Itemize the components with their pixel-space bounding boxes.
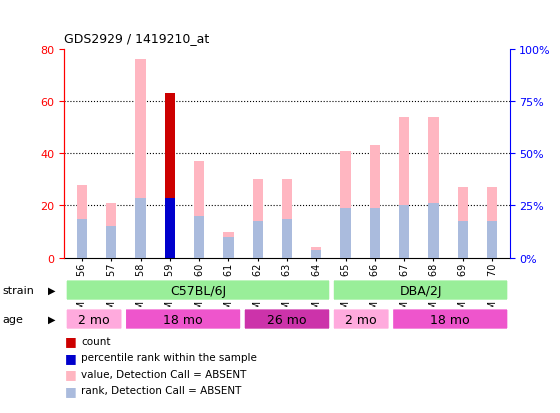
Bar bbox=[370, 209, 380, 258]
Text: count: count bbox=[81, 336, 111, 346]
Text: 18 mo: 18 mo bbox=[431, 313, 470, 326]
Bar bbox=[487, 188, 497, 258]
Text: ▶: ▶ bbox=[48, 285, 55, 295]
Bar bbox=[77, 219, 87, 258]
Bar bbox=[282, 180, 292, 258]
Bar bbox=[165, 198, 175, 258]
Text: rank, Detection Call = ABSENT: rank, Detection Call = ABSENT bbox=[81, 385, 241, 395]
Text: age: age bbox=[3, 314, 24, 324]
Text: ■: ■ bbox=[64, 334, 76, 347]
Bar bbox=[428, 117, 438, 258]
FancyBboxPatch shape bbox=[125, 308, 241, 330]
Bar bbox=[428, 203, 438, 258]
FancyBboxPatch shape bbox=[66, 308, 123, 330]
Bar bbox=[77, 185, 87, 258]
Bar bbox=[136, 60, 146, 258]
Bar bbox=[340, 209, 351, 258]
Text: percentile rank within the sample: percentile rank within the sample bbox=[81, 352, 257, 362]
Bar bbox=[458, 188, 468, 258]
Bar bbox=[165, 94, 175, 258]
Bar bbox=[399, 117, 409, 258]
Text: GDS2929 / 1419210_at: GDS2929 / 1419210_at bbox=[64, 32, 209, 45]
Text: ■: ■ bbox=[64, 351, 76, 364]
Bar bbox=[106, 227, 116, 258]
Bar bbox=[106, 203, 116, 258]
Text: DBA/2J: DBA/2J bbox=[399, 284, 442, 297]
Bar bbox=[370, 146, 380, 258]
Text: 2 mo: 2 mo bbox=[78, 313, 110, 326]
FancyBboxPatch shape bbox=[66, 279, 330, 301]
Text: value, Detection Call = ABSENT: value, Detection Call = ABSENT bbox=[81, 369, 246, 379]
Bar bbox=[487, 222, 497, 258]
Text: ▶: ▶ bbox=[48, 314, 55, 324]
Bar bbox=[282, 219, 292, 258]
Bar bbox=[194, 216, 204, 258]
Bar bbox=[223, 232, 234, 258]
Bar bbox=[136, 198, 146, 258]
Text: ■: ■ bbox=[64, 384, 76, 397]
FancyBboxPatch shape bbox=[244, 308, 330, 330]
Bar bbox=[253, 180, 263, 258]
Text: 18 mo: 18 mo bbox=[164, 313, 203, 326]
Text: ■: ■ bbox=[64, 367, 76, 380]
Text: 26 mo: 26 mo bbox=[267, 313, 307, 326]
Bar bbox=[311, 248, 321, 258]
Text: 2 mo: 2 mo bbox=[346, 313, 377, 326]
Bar bbox=[253, 222, 263, 258]
Bar bbox=[194, 161, 204, 258]
Bar bbox=[458, 222, 468, 258]
FancyBboxPatch shape bbox=[333, 308, 390, 330]
Text: strain: strain bbox=[3, 285, 35, 295]
Bar bbox=[399, 206, 409, 258]
Bar bbox=[311, 250, 321, 258]
Bar bbox=[340, 151, 351, 258]
Bar bbox=[223, 237, 234, 258]
FancyBboxPatch shape bbox=[392, 308, 508, 330]
Text: C57BL/6J: C57BL/6J bbox=[170, 284, 226, 297]
FancyBboxPatch shape bbox=[333, 279, 508, 301]
